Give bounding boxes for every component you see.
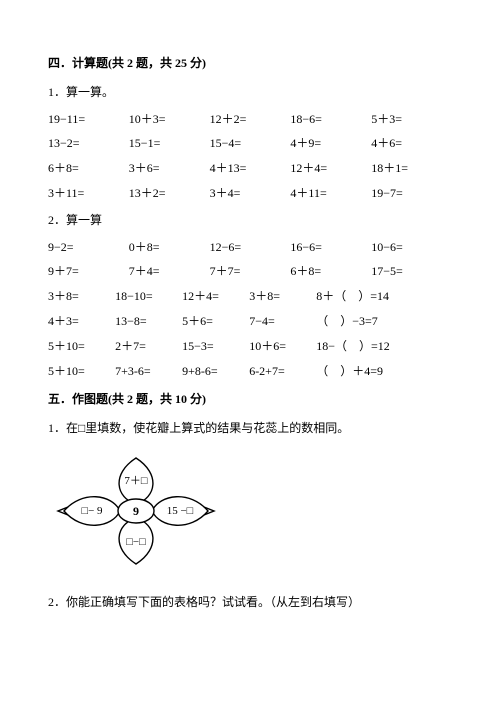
eq: 5＋10= (48, 335, 115, 358)
q1-row: 6＋8= 3＋6= 4＋13= 12＋4= 18＋1= (48, 157, 452, 180)
eq: 18−（ ）=12 (316, 335, 397, 358)
eq: 7−4= (249, 310, 316, 333)
q1-row: 3＋11= 13＋2= 3＋4= 4＋11= 19−7= (48, 182, 452, 205)
eq: 19−11= (48, 108, 129, 131)
eq: 5＋10= (48, 360, 115, 383)
eq: 18＋1= (371, 157, 452, 180)
eq: 13＋2= (129, 182, 210, 205)
eq: 9+8-6= (182, 360, 249, 383)
flower-center-text: 9 (133, 504, 139, 518)
eq: 4＋3= (48, 310, 115, 333)
eq: 2＋7= (115, 335, 182, 358)
eq: 13−2= (48, 132, 129, 155)
eq: 16−6= (290, 236, 371, 259)
eq: （ ）−3=7 (316, 310, 397, 333)
q2-row: 3＋8= 18−10= 12＋4= 3＋8= 8＋（ ）=14 (48, 285, 452, 308)
eq: 3＋8= (249, 285, 316, 308)
flower-bottom-text: □−□ (126, 536, 146, 548)
flower-right-text: 15 −□ (167, 505, 194, 517)
eq: 7＋4= (129, 260, 210, 283)
eq: 18−10= (115, 285, 182, 308)
q5-2-text: 2．你能正确填写下面的表格吗？试试看。（从左到右填写） (48, 591, 452, 614)
eq: 6＋8= (48, 157, 129, 180)
eq: 15−3= (182, 335, 249, 358)
eq: 3＋6= (129, 157, 210, 180)
eq: 3＋8= (48, 285, 115, 308)
eq: 5＋3= (371, 108, 452, 131)
eq: 18−6= (290, 108, 371, 131)
q1-row: 19−11= 10＋3= 12＋2= 18−6= 5＋3= (48, 108, 452, 131)
flower-diagram: 9 7＋□ □− 9 15 −□ □−□ (56, 454, 452, 569)
eq: 7＋7= (210, 260, 291, 283)
eq: 12＋4= (182, 285, 249, 308)
q2-row: 5＋10= 7+3-6= 9+8-6= 6-2+7= （ ）＋4=9 (48, 360, 452, 383)
flower-top-text: 7＋□ (124, 475, 147, 487)
eq: 10＋3= (129, 108, 210, 131)
eq: 6-2+7= (249, 360, 316, 383)
eq: 9＋7= (48, 260, 129, 283)
eq: 5＋6= (182, 310, 249, 333)
eq: 0＋8= (129, 236, 210, 259)
q5-1-text: 1．在□里填数，使花瓣上算式的结果与花蕊上的数相同。 (48, 417, 452, 440)
eq: 4＋9= (290, 132, 371, 155)
eq: 15−4= (210, 132, 291, 155)
section-4-title: 四．计算题(共 2 题，共 25 分) (48, 52, 452, 75)
eq: 10−6= (371, 236, 452, 259)
q2-row: 9−2= 0＋8= 12−6= 16−6= 10−6= (48, 236, 452, 259)
eq: 7+3-6= (115, 360, 182, 383)
eq: 4＋11= (290, 182, 371, 205)
eq: 10＋6= (249, 335, 316, 358)
eq: 13−8= (115, 310, 182, 333)
worksheet-page: 四．计算题(共 2 题，共 25 分) 1．算一算。 19−11= 10＋3= … (0, 0, 500, 642)
eq: 4＋13= (210, 157, 291, 180)
eq: 3＋11= (48, 182, 129, 205)
eq: 8＋（ ）=14 (316, 285, 397, 308)
q2-row: 5＋10= 2＋7= 15−3= 10＋6= 18−（ ）=12 (48, 335, 452, 358)
eq: 4＋6= (371, 132, 452, 155)
eq: 17−5= (371, 260, 452, 283)
eq: （ ）＋4=9 (316, 360, 397, 383)
q1-row: 13−2= 15−1= 15−4= 4＋9= 4＋6= (48, 132, 452, 155)
eq: 15−1= (129, 132, 210, 155)
eq: 19−7= (371, 182, 452, 205)
section-5-title: 五．作图题(共 2 题，共 10 分) (48, 388, 452, 411)
eq: 3＋4= (210, 182, 291, 205)
flower-svg: 9 7＋□ □− 9 15 −□ □−□ (56, 454, 216, 569)
q2-row: 4＋3= 13−8= 5＋6= 7−4= （ ）−3=7 (48, 310, 452, 333)
eq: 12＋4= (290, 157, 371, 180)
q2-row: 9＋7= 7＋4= 7＋7= 6＋8= 17−5= (48, 260, 452, 283)
q1-title: 1．算一算。 (48, 81, 452, 104)
eq: 12−6= (210, 236, 291, 259)
flower-left-text: □− 9 (81, 505, 103, 517)
eq: 6＋8= (290, 260, 371, 283)
eq: 9−2= (48, 236, 129, 259)
eq: 12＋2= (210, 108, 291, 131)
q2-title: 2．算一算 (48, 209, 452, 232)
